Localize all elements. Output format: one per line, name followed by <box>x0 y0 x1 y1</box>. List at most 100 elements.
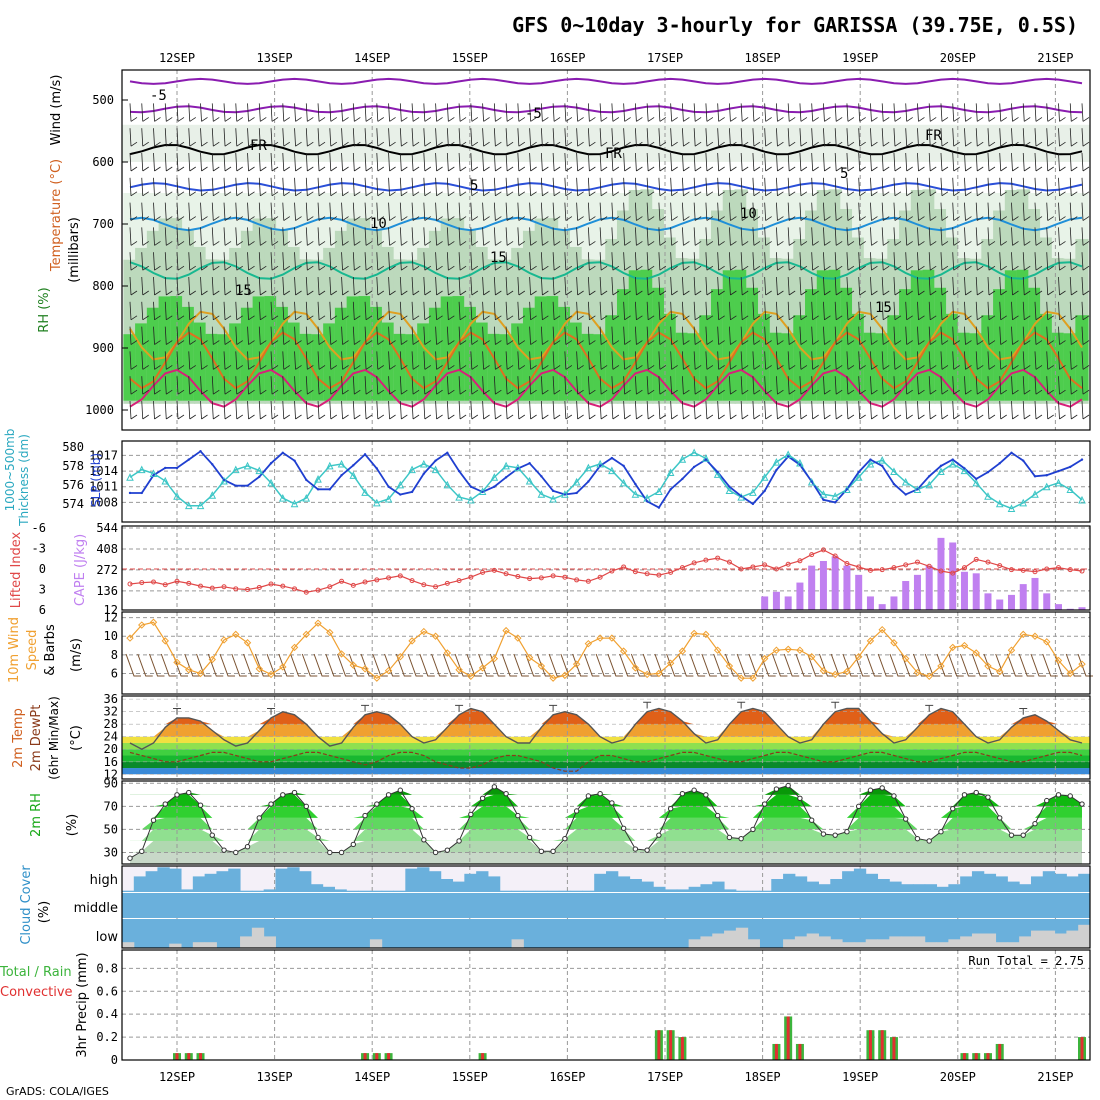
wind-barb <box>634 103 643 122</box>
rh-band-wet <box>475 322 490 401</box>
precip-conv-bar <box>199 1053 203 1060</box>
wind-barb <box>858 128 866 147</box>
rh-band-light <box>934 193 948 210</box>
rh-point <box>209 832 215 838</box>
wind-barb <box>1011 152 1019 172</box>
wind-barb <box>1058 252 1066 271</box>
rh-band-light <box>287 193 302 247</box>
wind-barb <box>917 128 925 147</box>
cloud-bar <box>853 868 867 892</box>
wind-barb <box>717 400 725 420</box>
cloud-bar <box>971 871 985 892</box>
wind-barb <box>634 301 643 321</box>
ytick-precip: 0.2 <box>96 1030 118 1044</box>
rh-band-light <box>993 193 1007 211</box>
temp-contour <box>129 143 1083 156</box>
cloud-bar <box>594 873 607 892</box>
thickness-point <box>208 491 217 499</box>
cloud-bar <box>122 919 135 948</box>
wind-barb <box>540 351 549 370</box>
thickness-point <box>913 485 922 494</box>
wind-barb <box>282 152 291 172</box>
rh-band-light <box>863 193 878 259</box>
thickness-point <box>690 448 698 457</box>
rh-point <box>714 812 721 819</box>
wind-speed-point <box>819 666 828 675</box>
wind-barb <box>940 128 949 147</box>
slp-point <box>775 468 778 472</box>
wind-barb <box>176 227 185 246</box>
cloud-bar <box>322 893 335 918</box>
wind-barb <box>999 152 1007 172</box>
wind-barb <box>141 177 149 197</box>
ylabel-temp2m-d: (°C) <box>69 725 84 751</box>
wind-barb-10m <box>842 653 858 677</box>
slp-point <box>1010 451 1013 455</box>
wind-barb <box>646 351 655 370</box>
wind-barb <box>693 152 702 172</box>
cloud-bar <box>724 893 737 918</box>
thickness-point <box>502 461 510 470</box>
contour-label: -5 <box>525 106 542 122</box>
wind-barb <box>399 177 408 197</box>
slp-point <box>281 451 284 455</box>
cloud-bar <box>523 890 536 892</box>
cloud-bar <box>546 890 560 892</box>
rh-band-light <box>593 193 607 260</box>
wind-barb <box>1069 152 1078 172</box>
cloud-bar <box>204 893 217 918</box>
wind-barb <box>905 202 913 221</box>
wind-barb <box>1069 376 1078 395</box>
cloud-low-gap <box>1042 930 1056 948</box>
cloud-bar <box>936 893 949 918</box>
cape-bar <box>1007 594 1015 610</box>
wind-barb <box>294 152 302 172</box>
wind-barb <box>388 252 396 271</box>
thickness-point <box>514 463 522 472</box>
wind-barb <box>317 351 326 370</box>
cloud-bar <box>334 893 347 918</box>
wind-barb-10m <box>713 653 729 677</box>
wind-barb <box>693 252 702 271</box>
cloud-bar <box>665 919 678 948</box>
wind-barb <box>611 202 620 221</box>
thickness-point <box>490 473 499 481</box>
wind-barb <box>294 400 302 420</box>
wind-barb <box>952 152 960 172</box>
wind-barb <box>693 227 702 246</box>
slp-point <box>810 480 813 483</box>
wind-barb <box>823 202 831 221</box>
wind-barb <box>952 177 960 197</box>
lifted-index-point <box>621 564 627 570</box>
slp-point <box>975 477 978 481</box>
wind-barb <box>576 276 584 296</box>
wind-barb <box>247 103 255 122</box>
rh-band-light <box>569 193 584 247</box>
wind-barb <box>623 276 631 296</box>
wind-barb <box>670 376 678 395</box>
rh-point <box>162 801 168 807</box>
thickness-point <box>337 459 346 468</box>
cloud-low-gap <box>794 936 808 948</box>
wind-speed-point <box>584 639 593 648</box>
wind-barb <box>1011 177 1019 197</box>
thickness-point <box>948 459 957 468</box>
rh-band-wet <box>346 296 360 401</box>
cloud-bar <box>653 893 666 918</box>
wind-barb-10m <box>924 653 941 677</box>
ytick-pressure: 1000 <box>85 403 114 417</box>
wind-barb <box>787 326 796 345</box>
wind-barb <box>752 326 761 345</box>
wind-barb <box>623 376 631 395</box>
wind-barb <box>470 376 479 395</box>
cloud-bar <box>405 919 418 948</box>
wind-barb-10m <box>948 653 964 677</box>
wind-barb <box>693 400 702 420</box>
wind-barb <box>1034 376 1043 395</box>
wind-barb <box>681 351 690 370</box>
wind-barb <box>164 103 173 122</box>
wind-barb <box>1058 326 1066 345</box>
wind-barb <box>376 177 385 197</box>
rh-point <box>444 847 451 853</box>
wind-barb-10m <box>1018 653 1035 677</box>
